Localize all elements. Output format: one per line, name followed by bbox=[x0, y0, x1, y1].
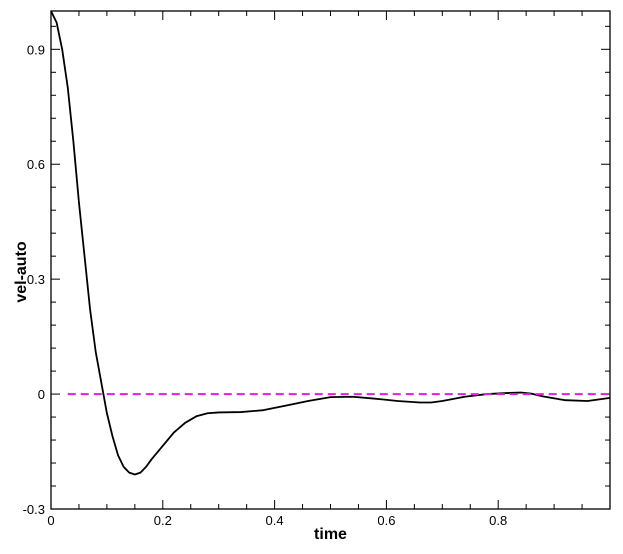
y-tick-label: 0.9 bbox=[27, 42, 45, 57]
vel-auto-series-line bbox=[50, 10, 611, 476]
axis-ticks bbox=[50, 11, 610, 510]
y-tick-label: -0.3 bbox=[23, 502, 45, 517]
y-tick-label: 0.6 bbox=[27, 157, 45, 172]
plot-frame bbox=[50, 10, 611, 510]
x-tick-label: 0.6 bbox=[377, 513, 395, 528]
x-tick-label: 0.4 bbox=[266, 513, 284, 528]
x-tick-label: 0 bbox=[47, 513, 54, 528]
y-axis-title: vel-auto bbox=[13, 241, 30, 303]
x-axis-title: time bbox=[314, 526, 347, 543]
y-tick-label: 0 bbox=[38, 387, 45, 402]
series-group bbox=[50, 10, 611, 476]
x-tick-label: 0.8 bbox=[489, 513, 507, 528]
x-tick-label: 0.2 bbox=[154, 513, 172, 528]
axis-tick-labels: 0 0.2 0.4 0.6 0.8-0.300.30.60.9 bbox=[23, 42, 508, 528]
y-tick-label: 0.3 bbox=[27, 272, 45, 287]
